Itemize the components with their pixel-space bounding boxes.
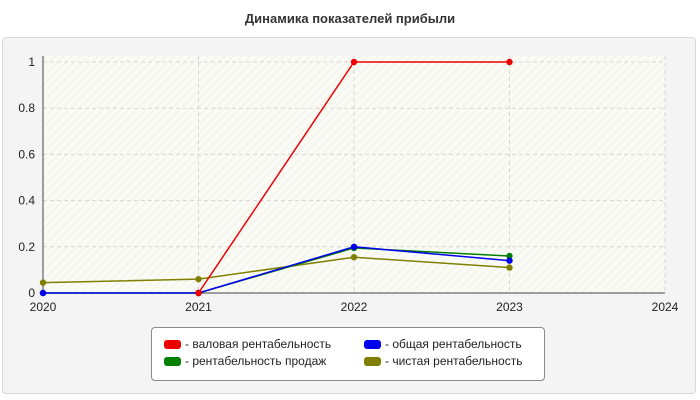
y-tick-label: 0.4 <box>18 194 35 208</box>
data-point <box>506 252 513 260</box>
data-point <box>350 58 358 66</box>
series-line <box>43 246 510 294</box>
data-point <box>506 257 513 264</box>
legend-item-sales-margin: - рентабельность продаж <box>164 354 326 368</box>
data-point <box>195 275 202 283</box>
y-tick-label: 0.6 <box>18 147 35 161</box>
legend-label-total-margin: - общая рентабельность <box>385 337 522 351</box>
x-tick-label: 2023 <box>496 300 523 314</box>
legend-label-sales-margin: - рентабельность продаж <box>185 354 327 368</box>
data-point <box>350 243 358 250</box>
legend-item-total-margin: - общая рентабельность <box>364 337 522 351</box>
data-point <box>39 289 47 297</box>
data-point <box>195 289 202 297</box>
series-line <box>42 256 510 284</box>
legend-label-net-margin: - чистая рентабельность <box>385 354 523 368</box>
legend-swatch-net-margin <box>364 356 381 366</box>
data-point <box>506 58 513 66</box>
x-tick-label: 2024 <box>652 300 679 314</box>
legend-label-gross-margin: - валовая рентабельность <box>185 337 332 351</box>
x-tick-label: 2020 <box>30 300 57 314</box>
data-point <box>506 264 513 271</box>
legend-swatch-gross-margin <box>164 339 181 349</box>
chart-title: Динамика показателей прибыли <box>244 11 456 26</box>
y-tick-label: 0.8 <box>18 101 35 115</box>
y-tick-label: 0 <box>28 286 35 300</box>
legend-item-net-margin: - чистая рентабельность <box>364 354 522 368</box>
y-tick-label: 1 <box>28 55 35 69</box>
data-point <box>39 279 47 286</box>
y-tick-label: 0.2 <box>18 240 35 254</box>
chart-legend: - валовая рентабельность - общая рентабе… <box>151 327 545 381</box>
x-tick-label: 2022 <box>341 300 368 314</box>
legend-swatch-sales-margin <box>164 356 181 366</box>
data-point <box>350 253 358 261</box>
legend-item-gross-margin: - валовая рентабельность <box>164 337 331 351</box>
legend-swatch-total-margin <box>364 339 381 349</box>
x-tick-label: 2021 <box>185 300 212 314</box>
